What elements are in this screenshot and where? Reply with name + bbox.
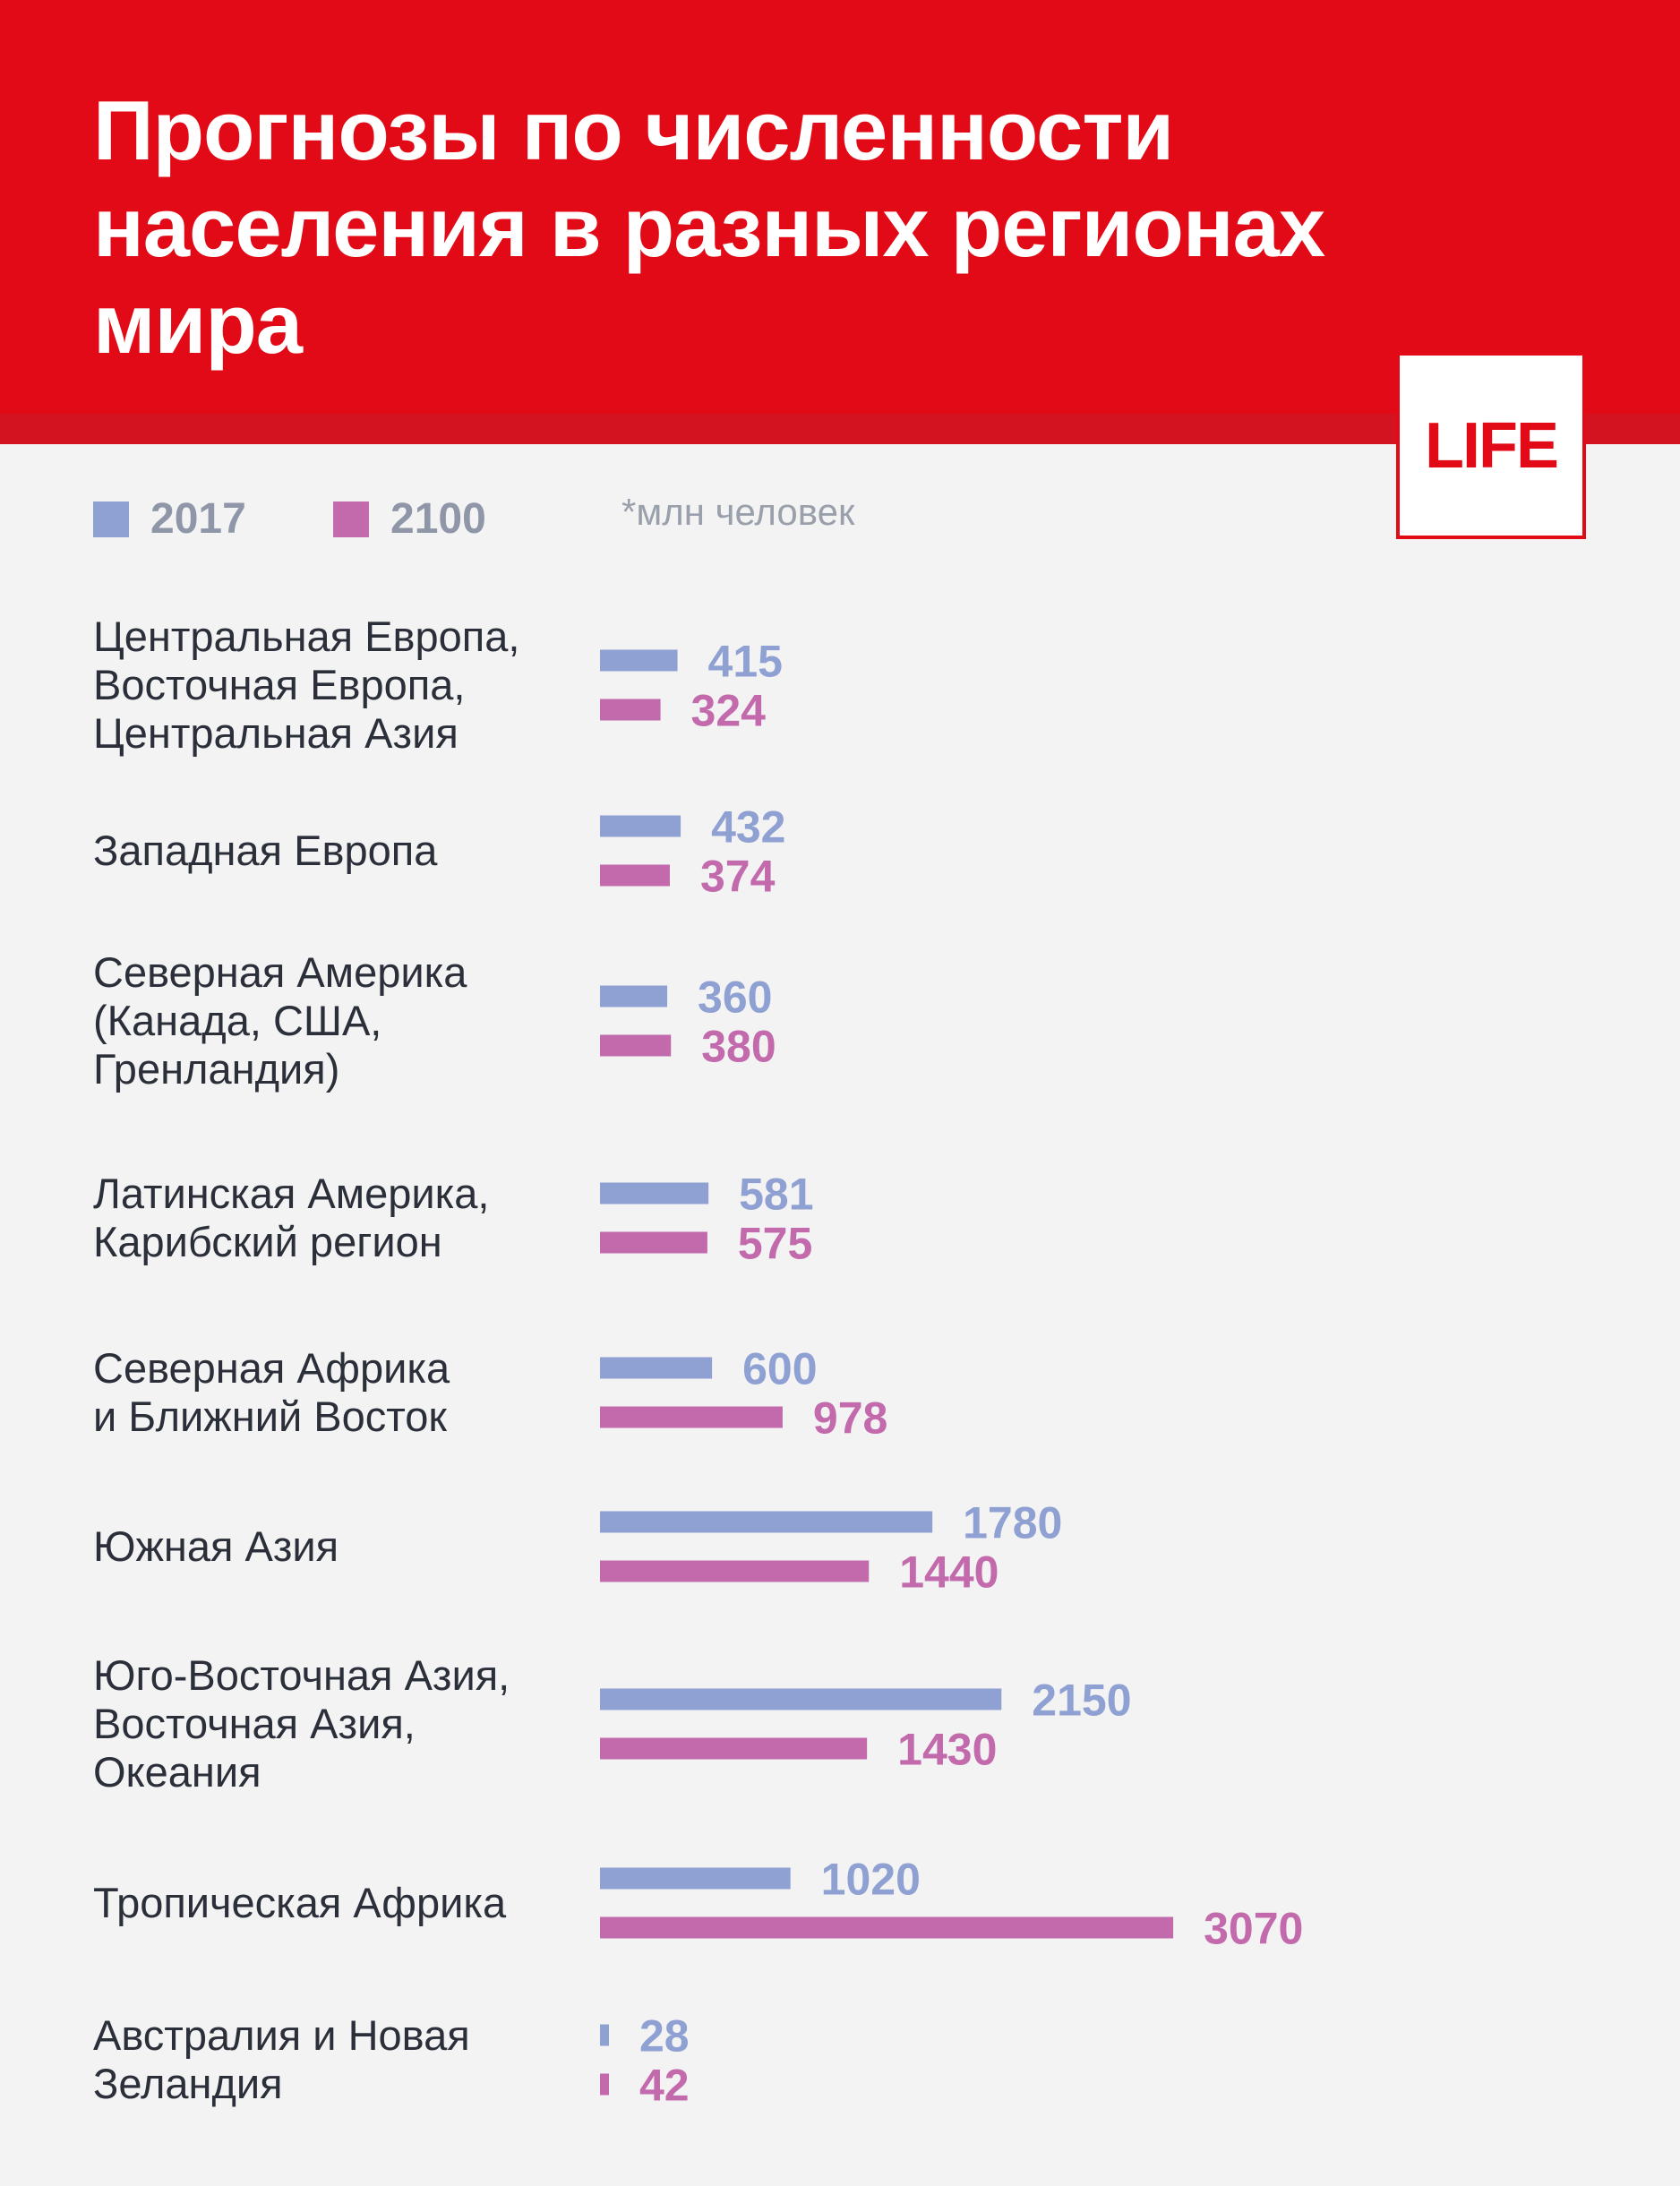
region-label: Юго-Восточная Азия, [93, 1651, 510, 1699]
legend-label-2017: 2017 [150, 495, 246, 543]
region-label: Центральная Европа, [93, 613, 519, 660]
legend-label-2100: 2100 [390, 495, 486, 543]
value-label-2100: 374 [700, 852, 776, 902]
region-label: Южная Азия [93, 1522, 339, 1570]
bar-2100 [600, 1560, 870, 1582]
value-label-2017: 432 [711, 802, 785, 853]
bar-2100 [600, 2073, 609, 2096]
bar-2017 [600, 1511, 933, 1533]
legend-swatch-2100 [333, 501, 369, 537]
bar-2100 [600, 864, 670, 887]
region-label: Австралия и Новая [93, 2011, 470, 2059]
region-label: Тропическая Африка [93, 1879, 507, 1926]
value-label-2017: 600 [742, 1344, 817, 1394]
region-label: Северная Америка [93, 948, 467, 996]
region-label: Центральная Азия [93, 709, 459, 757]
logo-text: LIFE [1425, 409, 1559, 482]
legend-item-2100: 2100 [333, 494, 486, 544]
bar-2017 [600, 649, 678, 672]
bar-2017 [600, 1867, 791, 1890]
legend-swatch-2017 [93, 501, 129, 537]
unit-note: *млн человек [621, 491, 855, 533]
value-label-2017: 415 [708, 637, 783, 687]
bar-2017 [600, 985, 668, 1007]
bar-2100 [600, 1231, 707, 1254]
value-label-2017: 28 [639, 2011, 690, 2062]
bar-2100 [600, 1737, 868, 1760]
value-label-2017: 2150 [1032, 1676, 1131, 1726]
region-label: Океания [93, 1748, 261, 1796]
value-label-2017: 581 [739, 1170, 813, 1220]
region-label: Северная Африка [93, 1344, 450, 1392]
page-title: Прогнозы по численности населения в разн… [93, 83, 1325, 371]
region-label: Зеландия [93, 2060, 283, 2107]
bar-2017 [600, 815, 681, 837]
value-label-2100: 380 [701, 1022, 776, 1072]
value-label-2017: 360 [698, 973, 772, 1023]
value-label-2017: 1780 [963, 1498, 1062, 1548]
value-label-2100: 42 [639, 2061, 690, 2111]
value-label-2100: 575 [738, 1219, 812, 1269]
bar-2017 [600, 1688, 1002, 1710]
bar-2100 [600, 1916, 1174, 1939]
bar-2017 [600, 2024, 609, 2046]
bar-2100 [600, 1406, 783, 1428]
value-label-2100: 3070 [1204, 1904, 1303, 1954]
region-label: и Ближний Восток [93, 1393, 447, 1440]
value-label-2100: 978 [813, 1393, 887, 1444]
value-label-2017: 1020 [821, 1855, 921, 1905]
bar-2100 [600, 699, 661, 721]
value-label-2100: 1440 [899, 1547, 999, 1598]
region-label: Восточная Азия, [93, 1700, 416, 1747]
region-label: Карибский регион [93, 1218, 442, 1265]
legend: 2017 2100 [0, 494, 1680, 543]
value-label-2100: 324 [691, 686, 767, 736]
region-label: Гренландия) [93, 1045, 339, 1093]
bar-2100 [600, 1034, 672, 1057]
bar-2017 [600, 1357, 713, 1379]
region-label: Латинская Америка, [93, 1170, 489, 1217]
region-label: Восточная Европа, [93, 661, 465, 708]
region-label: (Канада, США, [93, 997, 381, 1044]
legend-item-2017: 2017 [93, 494, 246, 544]
bar-2017 [600, 1182, 709, 1204]
region-label: Западная Европа [93, 827, 438, 874]
value-label-2100: 1430 [897, 1725, 997, 1775]
life-logo: LIFE [1396, 352, 1586, 539]
